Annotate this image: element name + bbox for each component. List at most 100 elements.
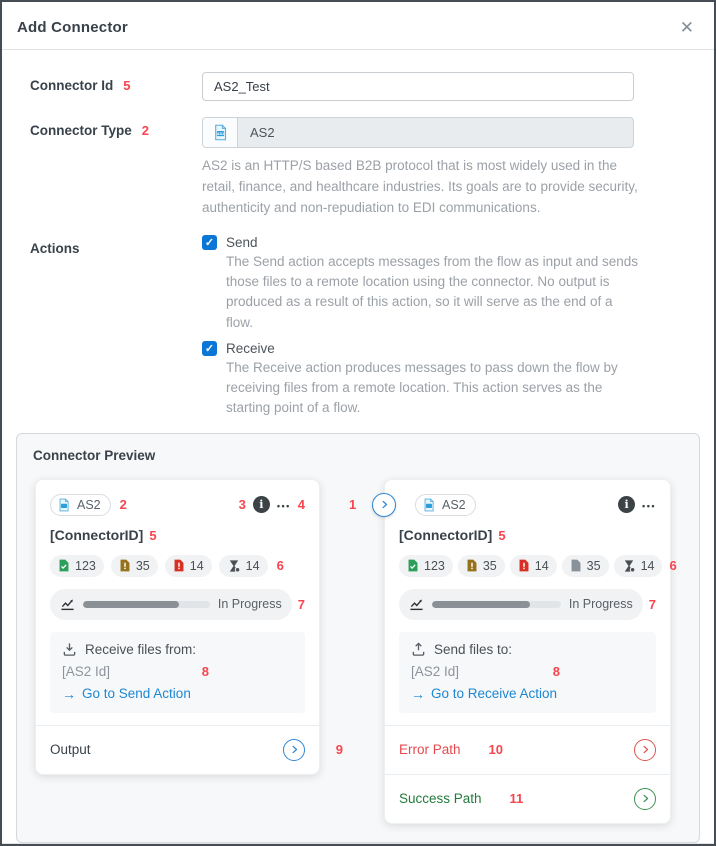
file-stats-row: 123 35 14 3 [399,554,677,577]
actions-label: Actions [30,240,80,256]
arrow-right-icon: → [411,685,425,702]
receive-checkbox[interactable]: ✓ [202,340,217,356]
progress-row: In Progress 7 [399,588,656,620]
send-to-box: Send files to: [AS2 Id] 8 → Go to Receiv… [399,631,656,713]
connector-id-row: Connector Id 5 [30,72,700,101]
action-box-title: Send files to: [434,641,513,657]
connector-id-input[interactable] [202,72,634,101]
progress-row: In Progress 7 [50,588,305,620]
success-path-label: Success Path [399,791,482,807]
connector-type-badge: AS2 [50,493,111,516]
more-menu-icon[interactable]: ••• [276,500,291,511]
success-files-stat: 123 [50,554,104,577]
info-icon[interactable]: i [252,496,270,514]
close-icon[interactable]: ✕ [679,18,694,37]
badge-label: AS2 [77,497,101,512]
annotation-5: 5 [498,527,506,543]
dialog-body: Connector Id 5 Connector Type 2 AS2 [2,50,714,843]
warning-files-icon [467,559,477,572]
warning-files-stat: 35 [457,554,505,577]
connector-id-placeholder: [ConnectorID] [50,526,144,543]
flow-entry-chevron-icon[interactable] [372,492,396,517]
progress-status: In Progress [568,597,633,612]
connector-type-value: AS2 [250,125,275,140]
send-checkbox-label[interactable]: Send [226,234,258,250]
as2-file-icon [424,497,434,511]
error-path-row[interactable]: Error Path 10 [385,724,670,774]
connector-id-label-text: Connector Id [30,78,114,93]
connector-type-badge: AS2 [415,493,476,516]
annotation-5: 5 [123,78,131,93]
warning-files-icon [120,559,130,572]
stat-value: 123 [424,558,445,573]
plain-files-icon [571,559,581,572]
stat-value: 14 [189,558,204,573]
receive-connector-card: 1 AS2 [349,478,677,824]
stat-value: 123 [75,558,96,573]
error-files-stat: 14 [509,554,557,577]
error-files-icon [519,559,529,572]
annotation-2: 2 [141,123,149,138]
go-to-send-action-link[interactable]: → Go to Send Action [62,686,293,702]
stat-value: 35 [586,558,601,573]
as2-file-icon: AS2 [203,118,238,147]
send-checkbox[interactable]: ✓ [202,234,217,250]
pending-files-icon [229,559,241,573]
chevron-right-icon[interactable] [283,738,305,761]
action-box-title: Receive files from: [85,641,197,657]
connector-id-label: Connector Id 5 [30,72,202,101]
success-path-row[interactable]: Success Path 11 [385,773,670,823]
annotation-7: 7 [648,596,656,612]
dialog-title: Add Connector [17,19,128,36]
output-row[interactable]: Output 9 [36,724,343,774]
link-label: Go to Receive Action [431,686,558,702]
annotation-8: 8 [201,663,209,679]
check-icon: ✓ [204,342,215,355]
output-label: Output [50,742,91,758]
annotation-1: 1 [349,496,357,512]
connector-type-field: AS2 AS2 [202,117,634,148]
info-icon[interactable]: i [618,496,636,514]
pending-files-stat: 14 [613,554,663,577]
annotation-11: 11 [509,791,524,807]
as2-id-placeholder: [AS2 Id] [62,663,111,679]
svg-text:AS2: AS2 [216,132,223,136]
receive-checkbox-label[interactable]: Receive [226,340,275,356]
more-menu-icon[interactable]: ••• [642,500,656,511]
download-icon [63,642,76,656]
stat-value: 35 [482,558,497,573]
annotation-6: 6 [669,558,677,574]
badge-label: AS2 [442,497,466,512]
progress-bar [83,600,210,608]
chart-icon [61,598,74,610]
connector-type-label-text: Connector Type [30,123,132,138]
annotation-5: 5 [149,527,157,543]
connector-preview-title: Connector Preview [33,447,156,463]
send-description: The Send action accepts messages from th… [226,253,638,330]
go-to-receive-action-link[interactable]: → Go to Receive Action [411,686,644,702]
check-icon: ✓ [204,236,215,249]
annotation-6: 6 [276,558,284,574]
total-files-stat: 35 [561,554,609,577]
upload-icon [412,641,425,656]
chevron-right-icon[interactable] [634,738,656,761]
annotation-3: 3 [238,497,246,513]
stat-value: 35 [135,558,150,573]
stat-value: 14 [534,558,549,573]
receive-description: The Receive action produces messages to … [226,359,618,416]
connector-type-row: Connector Type 2 AS2 AS2 AS2 is an HTTP/S… [30,117,700,219]
as2-file-icon [59,497,69,511]
annotation-8: 8 [552,663,560,679]
connector-type-label: Connector Type 2 [30,117,202,219]
arrow-right-icon: → [62,685,76,702]
chevron-right-icon[interactable] [634,787,656,810]
send-connector-card: AS2 2 3 i ••• 4 [ConnectorID] 5 [35,478,343,775]
annotation-9: 9 [335,741,343,757]
receive-from-box: Receive files from: [AS2 Id] 8 → Go to S… [50,631,305,713]
chart-icon [410,598,423,610]
as2-id-placeholder: [AS2 Id] [411,663,460,679]
connector-preview-panel: Connector Preview AS2 [16,432,700,843]
error-files-icon [174,559,184,572]
success-files-icon [408,559,418,572]
